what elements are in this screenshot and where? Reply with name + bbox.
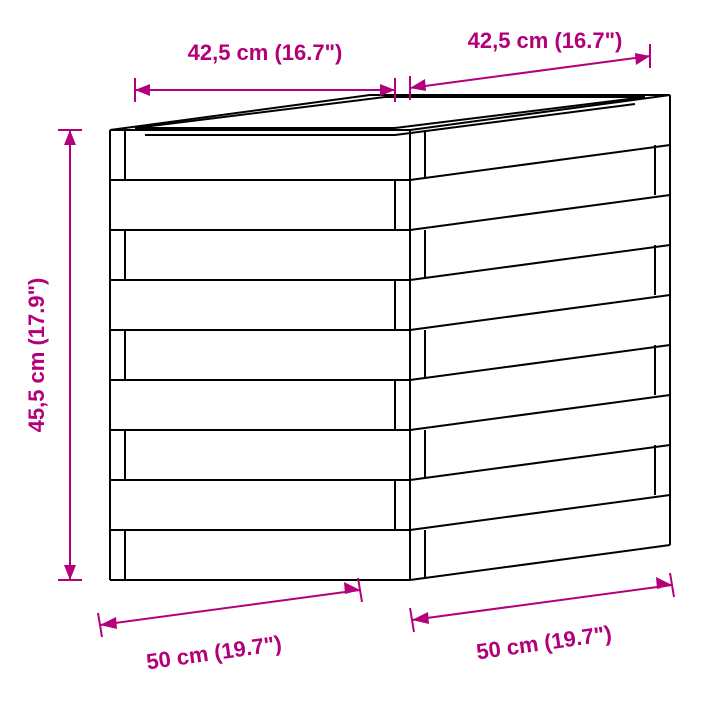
dim-top-right-imperial: (16.7") <box>554 28 622 53</box>
dimension-labels: 42,5 cm (16.7") 42,5 cm (16.7") 45,5 cm … <box>24 28 622 674</box>
dim-bottom-left-metric: 50 cm <box>145 641 210 674</box>
dim-bottom-right-imperial: (19.7") <box>543 621 614 655</box>
dim-bottom-left: 50 cm (19.7") <box>145 631 284 675</box>
dimension-diagram: 42,5 cm (16.7") 42,5 cm (16.7") 45,5 cm … <box>0 0 724 724</box>
dim-top-right: 42,5 cm (16.7") <box>468 28 623 53</box>
dim-height-imperial: (17.9") <box>24 278 49 346</box>
product-drawing <box>110 95 670 580</box>
dimension-lines <box>58 44 674 637</box>
dim-bottom-left-imperial: (19.7") <box>213 631 284 665</box>
dim-height: 45,5 cm (17.9") <box>24 278 49 433</box>
dim-bottom-right: 50 cm (19.7") <box>475 621 614 665</box>
dim-bottom-right-metric: 50 cm <box>475 631 540 664</box>
dim-top-right-metric: 42,5 cm <box>468 28 549 53</box>
dim-top-left-imperial: (16.7") <box>274 40 342 65</box>
dim-top-left: 42,5 cm (16.7") <box>188 40 343 65</box>
dim-top-left-metric: 42,5 cm <box>188 40 269 65</box>
dim-height-metric: 45,5 cm <box>24 352 49 433</box>
